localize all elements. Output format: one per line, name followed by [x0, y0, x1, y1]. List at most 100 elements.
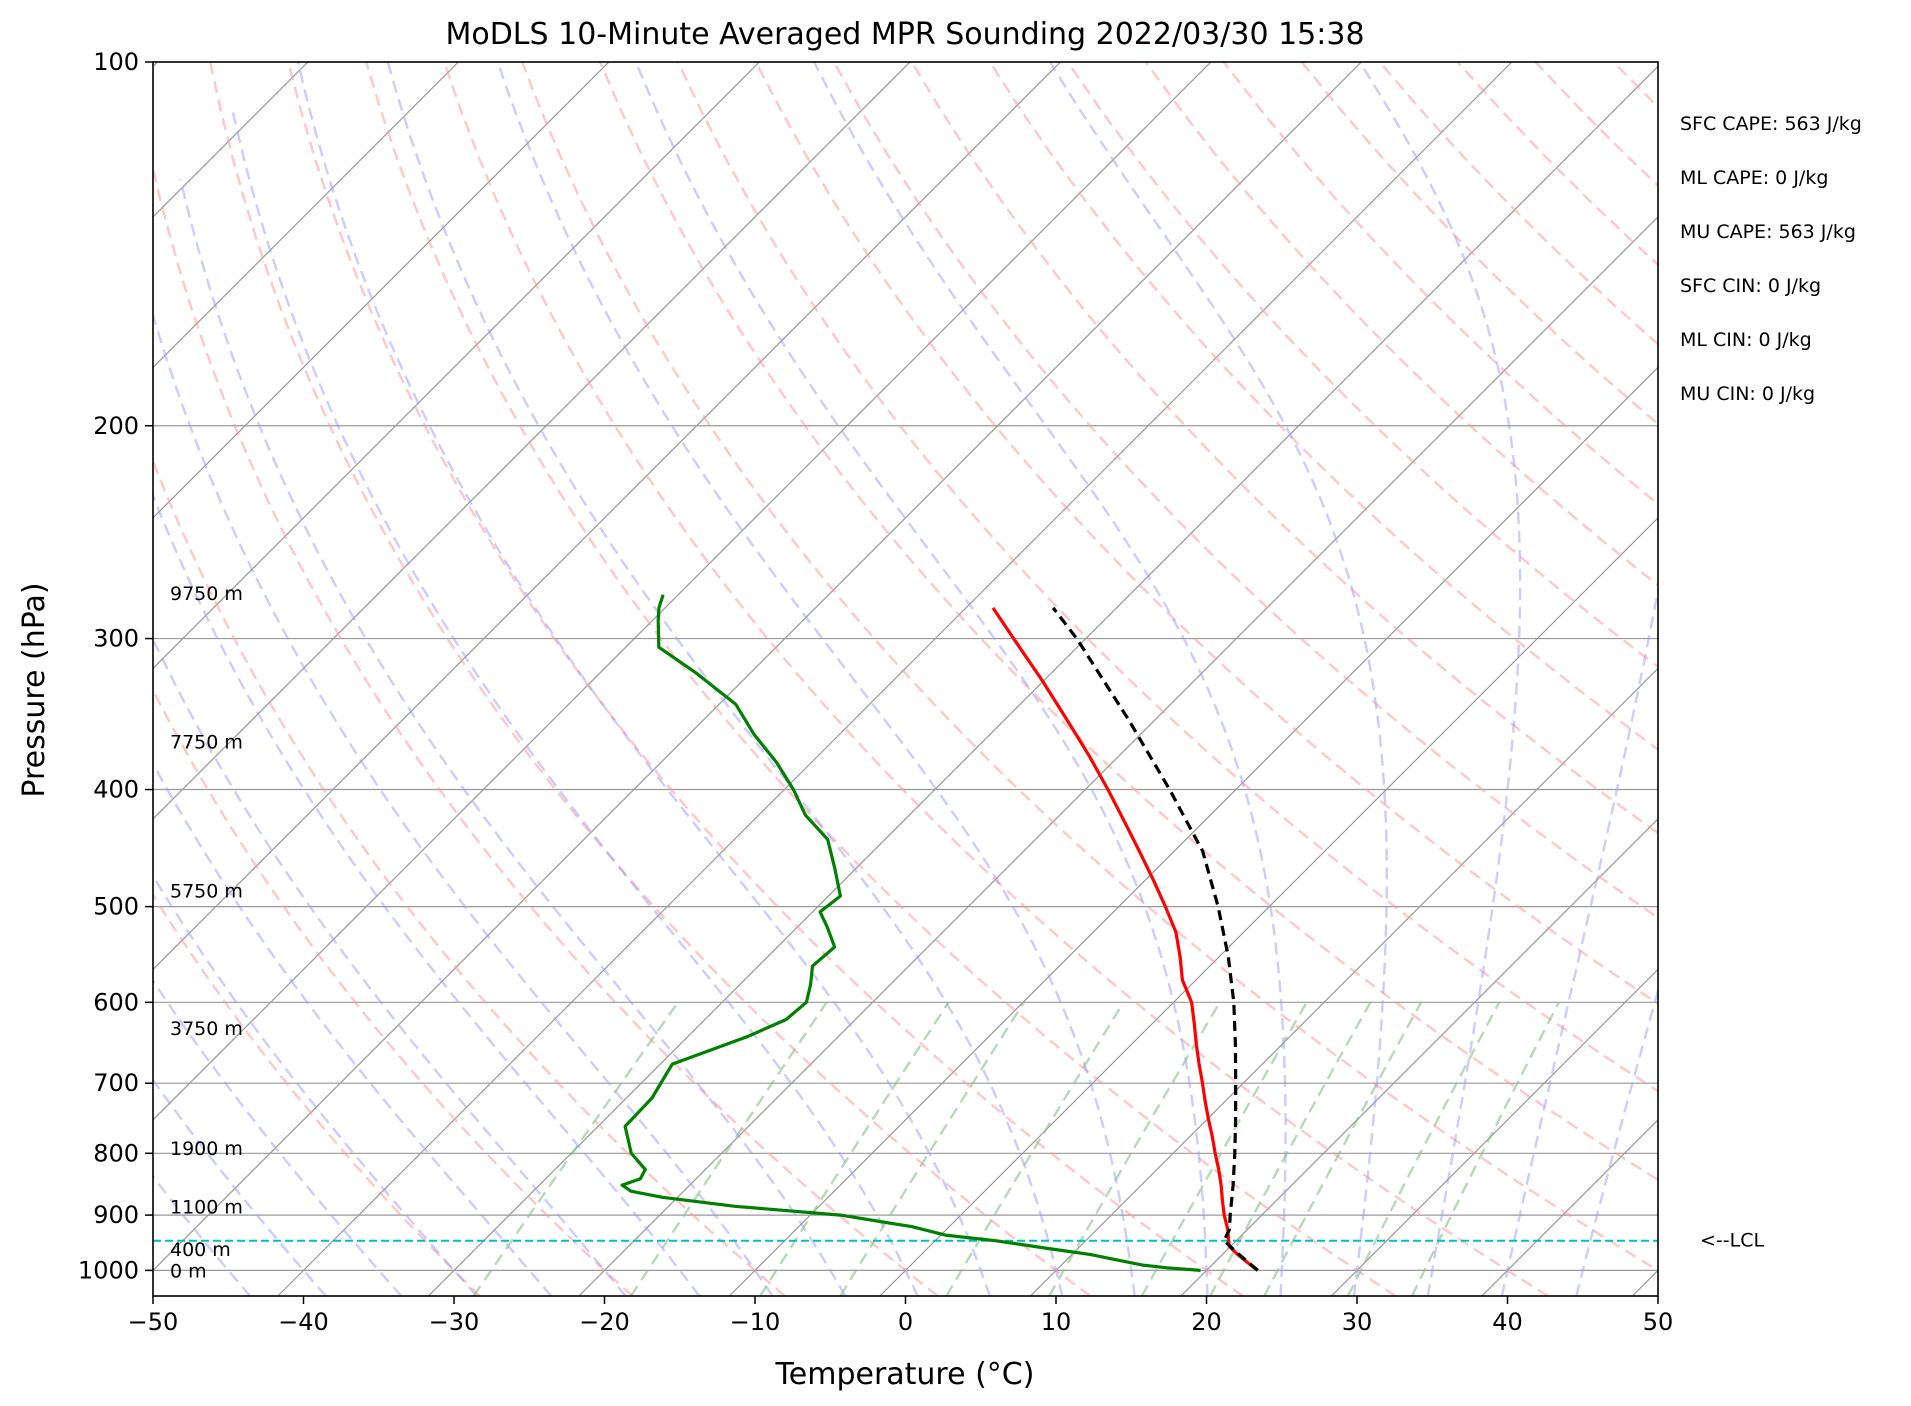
- isobar-grid: [153, 425, 1658, 1271]
- mixing-ratio-line: [839, 1001, 1025, 1296]
- x-tick-label: 50: [1643, 1308, 1674, 1336]
- mixing-ratio-line: [1263, 1001, 1423, 1296]
- mixing-ratio-line: [1411, 1001, 1560, 1296]
- moist-adiabat-line: [386, 62, 1064, 1296]
- stability-indices: SFC CAPE: 563 J/kg ML CAPE: 0 J/kg MU CAPE…: [1680, 113, 1862, 405]
- x-tick-label: 10: [1041, 1308, 1072, 1336]
- isotherm-grid: [153, 62, 1911, 1296]
- lcl-label: <--LCL: [1700, 1230, 1764, 1252]
- y-tick-label: 300: [93, 625, 139, 653]
- isotherm-line: [153, 62, 1061, 971]
- height-label: 1900 m: [170, 1138, 243, 1160]
- stability-index-text: ML CAPE: 0 J/kg: [1680, 167, 1828, 189]
- height-label: 400 m: [170, 1239, 231, 1261]
- dry-adiabat-line: [153, 163, 939, 1296]
- isotherm-line: [153, 62, 459, 369]
- dry-adiabats: [153, 62, 1911, 1296]
- moist-adiabat-line: [153, 310, 774, 1296]
- stability-index-text: SFC CAPE: 563 J/kg: [1680, 113, 1862, 135]
- dry-adiabat-line: [676, 62, 1658, 1093]
- moist-adiabat-line: [1048, 62, 1388, 1296]
- x-tick-label: −20: [579, 1308, 630, 1336]
- dry-adiabat-line: [209, 62, 1091, 1296]
- height-label: 0 m: [170, 1260, 207, 1282]
- dry-adiabat-line: [1066, 62, 1658, 669]
- isotherm-line: [879, 517, 1658, 1296]
- stability-index-text: MU CIN: 0 J/kg: [1680, 383, 1815, 405]
- moist-adiabat-line: [1500, 583, 1658, 1296]
- y-axis-label: Pressure (hPa): [17, 582, 52, 797]
- stability-index-text: MU CAPE: 563 J/kg: [1680, 221, 1856, 243]
- mixing-ratio-line: [629, 1001, 828, 1296]
- dry-adiabat-line: [153, 892, 481, 1296]
- height-label: 1100 m: [170, 1196, 243, 1218]
- y-tick-label: 800: [93, 1139, 139, 1167]
- x-tick-label: −40: [278, 1308, 329, 1336]
- temperature-trace: [991, 607, 1259, 1272]
- isotherm-line: [1330, 968, 1658, 1296]
- mixing-ratio-line: [1209, 1001, 1372, 1296]
- parcel-trace: [1051, 606, 1259, 1272]
- x-tick-label: −50: [128, 1308, 179, 1336]
- x-tick-label: −30: [429, 1308, 480, 1336]
- height-label: 3750 m: [170, 1018, 243, 1040]
- mixing-ratio-line: [945, 1001, 1125, 1296]
- mixing-ratio-lines: [472, 1001, 1560, 1296]
- moist-adiabat-line: [153, 873, 478, 1296]
- y-tick-label: 1000: [78, 1256, 139, 1284]
- x-tick-label: −10: [730, 1308, 781, 1336]
- stability-index-text: SFC CIN: 0 J/kg: [1680, 275, 1821, 297]
- dry-adiabat-line: [754, 62, 1658, 1006]
- y-axis-ticks: 100 200 300 400 500 600 700 800 900 1000: [78, 48, 153, 1284]
- isotherm-line: [427, 65, 1658, 1296]
- isotherm-line: [1631, 1269, 1658, 1296]
- dewpoint-trace: [620, 594, 1201, 1272]
- moist-adiabat-line: [153, 978, 403, 1296]
- moist-adiabats: [153, 62, 1658, 1296]
- moist-adiabat-line: [231, 111, 919, 1296]
- y-tick-label: 500: [93, 893, 139, 921]
- mixing-ratio-line: [759, 1001, 950, 1296]
- height-label: 7750 m: [170, 731, 243, 753]
- isotherm-line: [153, 62, 911, 820]
- moist-adiabat-line: [153, 492, 701, 1296]
- x-axis-ticks: −50 −40 −30 −20 −10 0 10 20 30 40 50: [128, 1296, 1674, 1336]
- height-label: 5750 m: [170, 881, 243, 903]
- dry-adiabat-line: [520, 62, 1658, 1272]
- isotherm-line: [153, 62, 760, 670]
- mixing-ratio-line: [1346, 1001, 1501, 1296]
- y-tick-label: 200: [93, 412, 139, 440]
- dry-adiabat-line: [153, 457, 786, 1296]
- y-tick-label: 100: [93, 48, 139, 76]
- mixing-ratio-line: [472, 1001, 679, 1296]
- dry-adiabat-line: [988, 62, 1658, 751]
- dry-adiabat-line: [1691, 62, 1911, 1296]
- isotherm-line: [1783, 62, 1911, 1296]
- y-tick-label: 600: [93, 988, 139, 1016]
- mixing-ratio-line: [1048, 1001, 1221, 1296]
- moist-adiabat-line: [634, 62, 1209, 1296]
- isotherm-line: [578, 216, 1658, 1296]
- isotherm-line: [277, 62, 1513, 1296]
- stability-index-text: ML CIN: 0 J/kg: [1680, 329, 1812, 351]
- x-axis-label: Temperature (°C): [775, 1357, 1035, 1392]
- dry-adiabat-line: [153, 687, 634, 1296]
- moist-adiabat-line: [296, 62, 991, 1296]
- y-tick-label: 700: [93, 1069, 139, 1097]
- chart-title: MoDLS 10-Minute Averaged MPR Sounding 20…: [445, 17, 1364, 52]
- isotherm-line: [153, 62, 1362, 1272]
- isotherm-line: [153, 62, 1212, 1121]
- sounding-traces: [620, 594, 1259, 1272]
- plot-background: [153, 62, 1658, 1296]
- x-tick-label: 0: [898, 1308, 913, 1336]
- dry-adiabat-line: [442, 62, 1549, 1296]
- lcl-marker: <--LCL: [153, 1230, 1764, 1252]
- dry-adiabat-line: [365, 62, 1397, 1296]
- moist-adiabat-line: [153, 1078, 327, 1296]
- moist-adiabat-line: [1358, 62, 1522, 1296]
- moist-adiabat-line: [813, 62, 1287, 1296]
- x-tick-label: 20: [1191, 1308, 1222, 1336]
- height-label: 9750 m: [170, 583, 243, 605]
